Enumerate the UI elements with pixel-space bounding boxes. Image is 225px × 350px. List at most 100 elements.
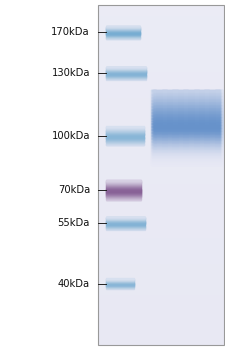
Bar	[212, 144, 213, 145]
Bar	[170, 148, 171, 149]
Bar	[207, 155, 209, 156]
Bar	[187, 150, 189, 151]
Bar	[214, 123, 216, 125]
Bar	[201, 140, 202, 141]
Bar	[158, 130, 159, 131]
Bar	[218, 100, 220, 102]
Bar	[190, 99, 191, 100]
Bar	[205, 149, 206, 150]
Bar	[202, 126, 203, 127]
Bar	[158, 131, 159, 132]
Bar	[182, 114, 184, 116]
Bar	[190, 132, 191, 133]
Bar	[218, 143, 220, 144]
Bar	[150, 141, 151, 142]
Bar	[172, 119, 173, 120]
Bar	[186, 92, 188, 93]
Bar	[195, 153, 197, 154]
Bar	[156, 134, 157, 136]
Bar	[157, 114, 158, 115]
Bar	[178, 108, 179, 110]
Bar	[182, 160, 183, 161]
Bar	[186, 137, 188, 138]
Bar	[152, 159, 154, 160]
Bar	[216, 156, 218, 158]
Bar	[166, 119, 167, 120]
Bar	[213, 143, 214, 144]
Bar	[158, 108, 159, 109]
Bar	[220, 93, 221, 94]
Bar	[191, 141, 192, 142]
Bar	[187, 149, 189, 150]
Bar	[182, 159, 184, 160]
Bar	[165, 145, 166, 146]
Bar	[219, 149, 220, 150]
Bar	[155, 125, 156, 126]
Bar	[160, 108, 161, 110]
Bar	[173, 131, 174, 132]
Bar	[168, 124, 169, 125]
Bar	[197, 130, 198, 131]
Bar	[182, 99, 183, 100]
Bar	[194, 161, 195, 162]
Bar	[214, 130, 215, 131]
Bar	[164, 128, 166, 130]
Bar	[159, 128, 160, 130]
Bar	[154, 91, 155, 92]
Bar	[195, 135, 197, 137]
Bar	[170, 104, 171, 105]
Bar	[189, 122, 190, 123]
Bar	[159, 128, 160, 129]
Bar	[204, 147, 205, 148]
Bar	[197, 124, 198, 125]
Bar	[169, 148, 170, 149]
Bar	[189, 117, 190, 118]
Bar	[152, 122, 154, 123]
Bar	[185, 100, 187, 102]
Bar	[194, 97, 196, 98]
Bar	[208, 143, 209, 144]
Bar	[196, 108, 198, 109]
Bar	[207, 142, 209, 143]
Bar	[167, 138, 168, 139]
Bar	[210, 133, 211, 134]
Bar	[174, 164, 176, 165]
Bar	[211, 98, 212, 99]
Bar	[189, 93, 190, 94]
Bar	[162, 149, 164, 150]
Bar	[151, 130, 152, 131]
Bar	[172, 120, 173, 121]
Bar	[218, 160, 220, 161]
Bar	[156, 116, 157, 117]
Bar	[213, 135, 214, 137]
Bar	[168, 91, 169, 92]
Bar	[150, 132, 151, 133]
Bar	[177, 147, 178, 148]
Bar	[202, 126, 203, 127]
Bar	[166, 130, 167, 131]
Bar	[221, 117, 222, 119]
Bar	[202, 155, 203, 156]
Bar	[188, 117, 189, 119]
Bar	[188, 109, 189, 110]
Bar	[205, 109, 206, 110]
Bar	[178, 118, 179, 119]
Bar	[167, 161, 168, 162]
Bar	[182, 118, 183, 119]
Bar	[188, 103, 189, 104]
Bar	[184, 153, 186, 154]
Bar	[150, 109, 151, 110]
Bar	[176, 164, 178, 165]
Bar	[218, 153, 220, 154]
Bar	[150, 149, 151, 150]
Bar	[191, 159, 192, 160]
Bar	[150, 98, 151, 99]
Bar	[193, 125, 194, 126]
Bar	[219, 159, 220, 160]
Bar	[200, 90, 201, 91]
Bar	[168, 133, 169, 134]
Bar	[189, 132, 190, 133]
Bar	[198, 96, 199, 97]
Bar	[171, 99, 172, 100]
Bar	[159, 133, 160, 134]
